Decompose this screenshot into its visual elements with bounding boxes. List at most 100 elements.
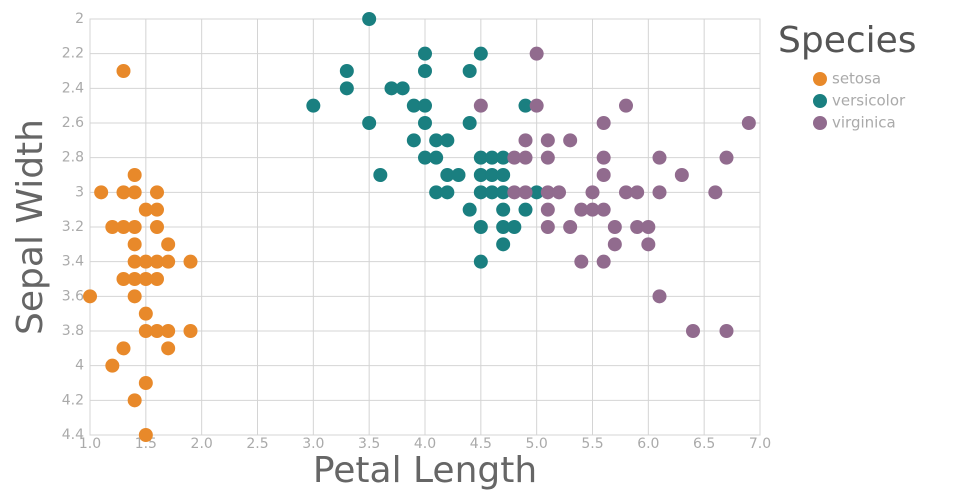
point: [429, 150, 444, 165]
point: [630, 220, 645, 234]
point: [138, 254, 153, 269]
point: [641, 237, 656, 252]
x-tick-label: 1.5: [135, 436, 157, 452]
point: [540, 202, 555, 217]
point: [440, 168, 455, 182]
legend-swatch: [813, 72, 827, 86]
point: [138, 376, 153, 390]
y-tick-label: 3.4: [62, 254, 84, 270]
point: [574, 254, 589, 269]
y-tick-label: 3.6: [62, 288, 84, 304]
point: [116, 341, 131, 356]
point: [127, 168, 142, 182]
point: [496, 185, 511, 200]
x-tick-label: 4.5: [470, 436, 492, 452]
point: [339, 81, 354, 96]
point: [652, 185, 667, 200]
point: [518, 185, 533, 200]
point: [127, 272, 142, 286]
point: [518, 150, 533, 165]
point: [138, 324, 153, 338]
point: [362, 12, 377, 26]
point: [440, 133, 455, 148]
point: [161, 324, 176, 338]
y-tick-label: 2: [75, 11, 84, 27]
y-tick-label: 2.4: [62, 80, 84, 96]
point: [630, 185, 645, 200]
point: [485, 168, 499, 182]
point: [496, 168, 511, 182]
y-tick-label: 3.8: [62, 323, 84, 339]
point: [373, 168, 388, 182]
point: [473, 168, 488, 182]
x-tick-label: 3.0: [302, 436, 324, 452]
point: [473, 185, 488, 200]
point: [161, 237, 176, 252]
legend-swatch: [813, 116, 827, 130]
point: [161, 341, 176, 356]
point: [127, 254, 142, 269]
y-tick-label: 2.8: [62, 150, 84, 166]
y-tick-label: 2.6: [62, 115, 84, 131]
point: [529, 98, 544, 113]
point: [719, 324, 734, 338]
point: [418, 150, 432, 165]
point: [552, 185, 566, 200]
point: [574, 202, 589, 217]
y-axis-title: Sepal Width: [10, 119, 51, 335]
point: [518, 202, 533, 217]
point: [138, 428, 153, 442]
point: [116, 220, 131, 234]
point: [686, 324, 700, 338]
point: [585, 202, 600, 217]
x-tick-label: 6.5: [693, 436, 715, 452]
y-tick-label: 4.2: [62, 392, 84, 408]
point: [127, 289, 142, 304]
point: [496, 237, 511, 252]
point: [473, 254, 488, 269]
x-tick-label: 1.0: [79, 436, 101, 452]
point: [440, 185, 455, 200]
point: [619, 185, 633, 200]
point: [473, 150, 488, 165]
point: [674, 168, 689, 182]
point: [94, 185, 109, 200]
point: [384, 81, 399, 96]
point: [563, 133, 578, 148]
point: [362, 116, 377, 130]
point: [429, 185, 444, 200]
point: [127, 185, 142, 200]
point: [596, 116, 611, 130]
point: [518, 133, 533, 148]
point: [596, 202, 611, 217]
x-tick-label: 6.0: [637, 436, 659, 452]
point: [596, 168, 611, 182]
point: [83, 289, 97, 304]
x-tick-label: 2.5: [246, 436, 268, 452]
point: [150, 272, 164, 286]
point: [462, 116, 477, 130]
point: [451, 168, 466, 182]
point: [563, 220, 578, 234]
point: [105, 220, 120, 234]
x-tick-label: 3.5: [358, 436, 380, 452]
legend-label: virginica: [832, 114, 896, 132]
point: [473, 98, 488, 113]
y-tick-label: 4.4: [62, 427, 84, 443]
point: [719, 150, 734, 165]
point: [150, 185, 164, 200]
point: [418, 64, 432, 78]
x-tick-label: 5.0: [526, 436, 548, 452]
point: [462, 202, 477, 217]
legend-title: Species: [778, 20, 917, 61]
point: [473, 46, 488, 61]
y-tick-label: 4: [75, 358, 84, 374]
point: [116, 272, 131, 286]
point: [507, 185, 522, 200]
point: [529, 185, 544, 200]
point: [485, 150, 499, 165]
point: [116, 64, 131, 78]
legend-label: setosa: [832, 70, 881, 88]
point: [183, 324, 198, 338]
